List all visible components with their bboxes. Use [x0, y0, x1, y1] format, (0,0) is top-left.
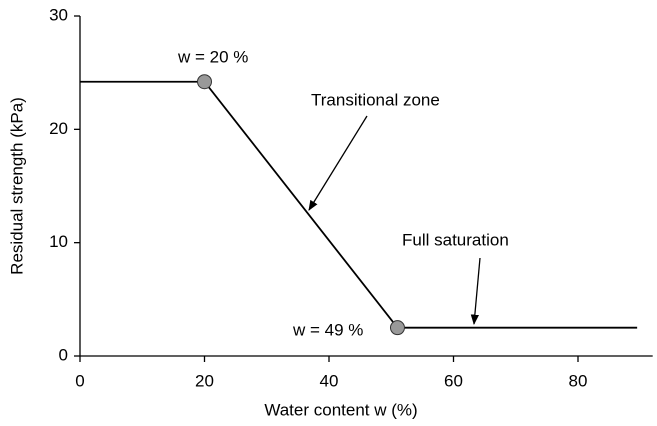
- arrow: [470, 257, 481, 326]
- y-axis-label: Residual strength (kPa): [7, 97, 26, 275]
- annotation: Full saturation: [402, 230, 509, 249]
- x-tick-label: 20: [195, 371, 214, 390]
- x-tick-label: 40: [320, 371, 339, 390]
- line: [80, 80, 638, 329]
- point: [389, 320, 405, 336]
- y-tick-label: 30: [49, 5, 68, 24]
- x-tick-label: 0: [75, 371, 84, 390]
- annotation: Transitional zone: [311, 90, 440, 109]
- point: [197, 74, 212, 90]
- x-axis-label: Water content w (%): [264, 400, 417, 419]
- y-tick-label: 0: [59, 345, 68, 364]
- y-tick-label: 20: [49, 119, 68, 138]
- annotation: w = 49 %: [292, 320, 363, 339]
- x-tick-label: 80: [569, 371, 588, 390]
- annotation: w = 20 %: [177, 47, 248, 66]
- arrow: [308, 115, 368, 211]
- x-tick-label: 60: [444, 371, 463, 390]
- y-tick-label: 10: [49, 232, 68, 251]
